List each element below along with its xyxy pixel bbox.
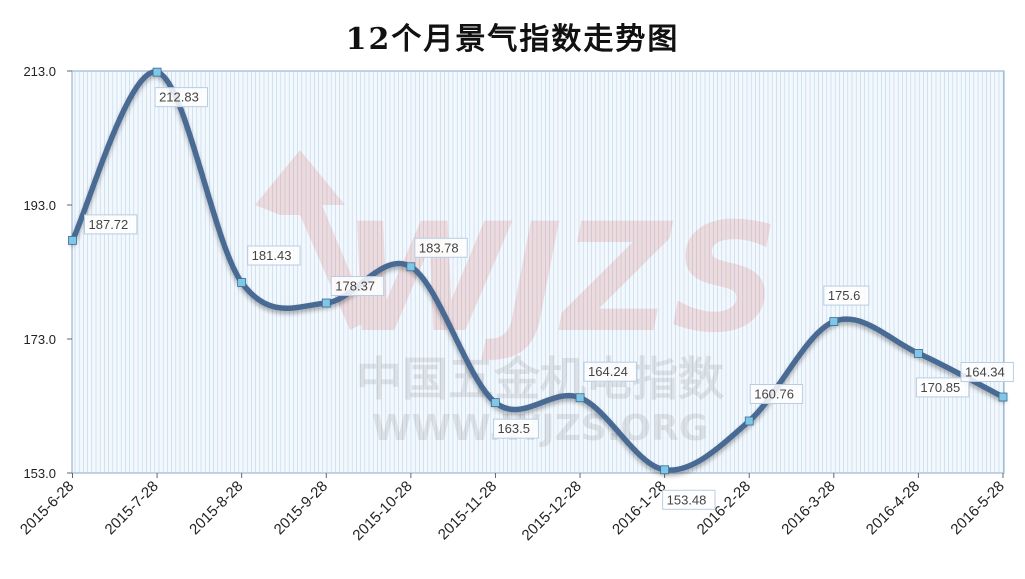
data-label: 163.5	[492, 418, 539, 439]
data-point-marker	[660, 465, 670, 475]
data-label-box	[330, 276, 385, 297]
watermark-logo: WJZS	[341, 192, 779, 366]
x-tick-label: 2015-12-28	[519, 478, 585, 544]
data-label: 183.78	[414, 237, 468, 258]
x-axis: 2015-6-28 2015-7-28 2015-8-28 2015-9-28 2015…	[17, 473, 1008, 544]
data-point-marker	[406, 262, 416, 272]
y-tick-label: 213.0	[23, 64, 56, 79]
series-markers	[68, 67, 1008, 475]
y-axis: 153.0 173.0 193.0 213.0	[23, 64, 72, 481]
x-tick-label: 2016-1-28	[609, 478, 669, 538]
x-tick-label: 2016-3-28	[778, 478, 838, 538]
data-label: 164.24	[583, 361, 637, 382]
data-label: 170.85	[915, 377, 970, 398]
y-tick-label: 153.0	[23, 466, 56, 481]
data-point-marker	[491, 398, 500, 408]
data-label-box	[492, 418, 539, 439]
x-tick-label: 2015-9-28	[271, 478, 331, 538]
data-label-text: 170.85	[920, 380, 960, 395]
data-point-marker	[829, 317, 839, 326]
data-point-marker	[575, 393, 585, 403]
x-tick-label: 2015-11-28	[435, 478, 500, 543]
data-point-marker	[914, 349, 923, 358]
data-label: 153.48	[662, 489, 716, 510]
y-tick-label: 173.0	[23, 332, 56, 347]
data-label-box	[583, 361, 637, 382]
watermark: WJZS 中国五金机电指数 WWW.WJZS.ORG	[255, 150, 779, 449]
data-label-text: 175.6	[828, 288, 861, 303]
x-tick-label: 2016-5-28	[947, 478, 1007, 538]
data-label-box	[414, 237, 468, 258]
data-point-marker	[68, 235, 77, 245]
data-label-text: 212.83	[159, 90, 199, 105]
data-label: 175.6	[823, 285, 870, 306]
data-point-marker	[321, 298, 331, 308]
data-label: 164.34	[960, 362, 1014, 383]
data-label: 212.83	[154, 87, 208, 108]
data-point-marker	[744, 416, 754, 426]
data-label-text: 181.43	[252, 248, 292, 263]
data-label-box	[749, 384, 804, 405]
data-label-box	[84, 214, 138, 235]
x-tick-label: 2015-10-28	[349, 478, 415, 544]
data-label-box	[154, 87, 208, 108]
x-tick-label: 2015-6-28	[17, 478, 77, 538]
x-tick-label: 2015-8-28	[186, 478, 246, 538]
data-label-text: 178.37	[335, 279, 375, 294]
x-tick-label: 2015-7-28	[102, 478, 162, 538]
data-labels: 187.72 212.83 181.43 178.37 183.78 163.5 164.2…	[84, 87, 1014, 510]
data-label: 160.76	[749, 384, 804, 405]
data-label-text: 163.5	[497, 421, 530, 436]
data-point-marker	[998, 392, 1008, 402]
watermark-line1: 中国五金机电指数	[356, 352, 724, 406]
data-label-text: 164.24	[588, 364, 628, 379]
data-label-text: 164.34	[965, 365, 1005, 380]
data-label-box	[662, 489, 716, 510]
grid-lines	[74, 72, 1004, 473]
data-label-text: 160.76	[754, 387, 794, 402]
data-label-text: 153.48	[667, 492, 707, 507]
x-tick-label: 2016-4-28	[863, 478, 923, 538]
data-label-box	[915, 377, 970, 398]
data-label: 181.43	[247, 245, 301, 266]
chart-title: 12个月景气指数走势图	[345, 22, 680, 57]
data-label-text: 183.78	[419, 240, 459, 255]
data-point-marker	[152, 67, 162, 77]
data-point-marker	[237, 278, 247, 287]
data-label-box	[247, 245, 301, 266]
data-label-box	[960, 362, 1014, 383]
data-label-text: 187.72	[89, 217, 129, 232]
data-label: 187.72	[84, 214, 138, 235]
data-label-box	[823, 285, 870, 306]
data-label: 178.37	[330, 276, 385, 297]
y-tick-label: 193.0	[23, 198, 56, 213]
watermark-line2: WWW.WJZS.ORG	[372, 408, 709, 449]
